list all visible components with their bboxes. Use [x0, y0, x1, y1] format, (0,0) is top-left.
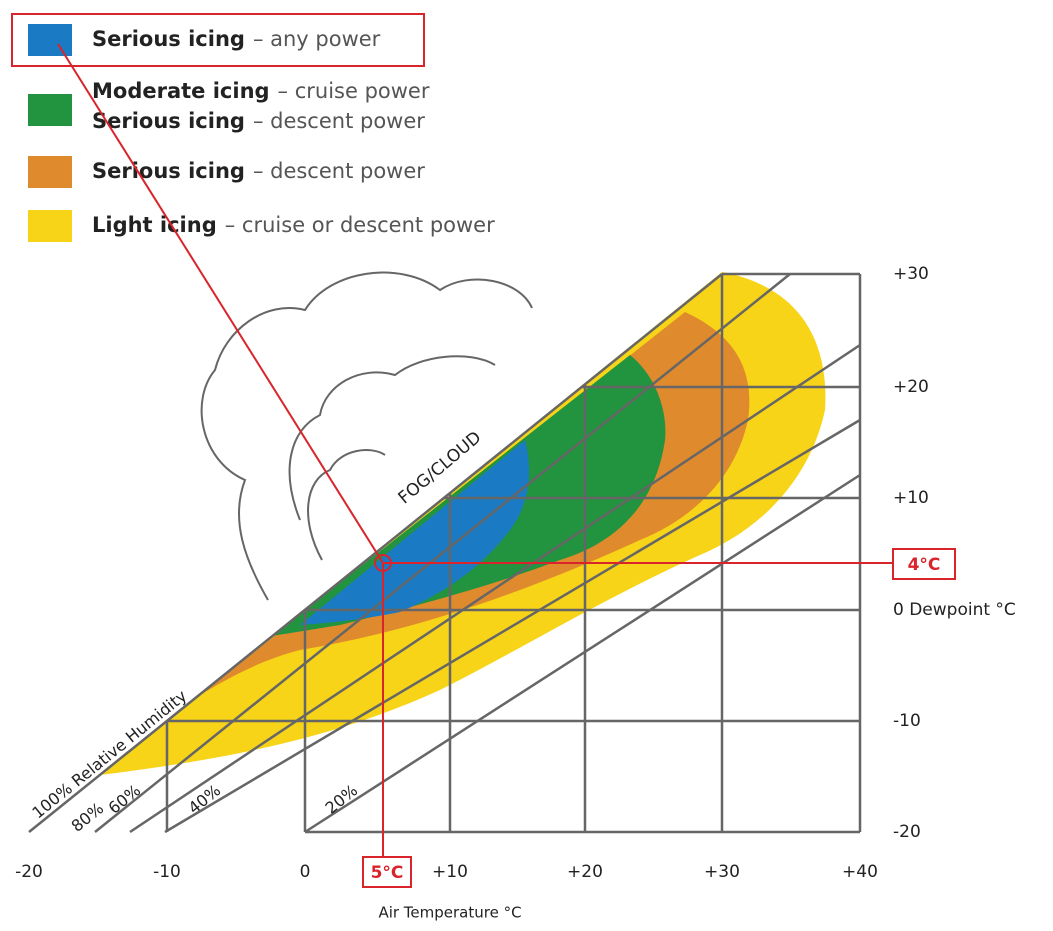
x-label: +10	[432, 862, 468, 882]
legend-text: Light icing – cruise or descent power	[92, 213, 495, 237]
legend-rest: – cruise or descent power	[225, 213, 495, 237]
icing-chart: Serious icing – any power Moderate icing – …	[0, 0, 1053, 927]
x-label: +40	[842, 862, 878, 882]
legend-bold: Serious icing	[92, 27, 245, 51]
y-label: +10	[893, 488, 929, 508]
legend-swatch	[28, 210, 72, 242]
y-label: +30	[893, 264, 929, 284]
humidity-label: 80%	[68, 799, 108, 836]
legend-rest: – cruise power	[278, 79, 430, 103]
x-label: -10	[153, 862, 181, 882]
legend-rest: – descent power	[253, 159, 425, 183]
y-label: +20	[893, 377, 929, 397]
dewpoint-marker: 4°C	[908, 555, 941, 575]
temperature-marker: 5°C	[371, 863, 404, 883]
legend-swatch	[28, 94, 72, 126]
legend-rest: – any power	[253, 27, 381, 51]
y-label: -10	[893, 711, 921, 731]
humidity-line	[130, 345, 860, 832]
x-label: +30	[704, 862, 740, 882]
x-label: +20	[567, 862, 603, 882]
legend-swatch	[28, 156, 72, 188]
humidity-label: 40%	[185, 781, 225, 818]
humidity-label: 20%	[322, 781, 362, 818]
x-label: 0	[300, 862, 311, 882]
legend-text: Serious icing – descent power	[92, 109, 425, 133]
legend-text: Serious icing – any power	[92, 27, 381, 51]
y-label: -20	[893, 822, 921, 842]
humidity-label: 60%	[105, 781, 145, 818]
legend-bold: Light icing	[92, 213, 217, 237]
legend-rest: – descent power	[253, 109, 425, 133]
y-label: 0 Dewpoint °C	[893, 600, 1016, 620]
legend-bold: Serious icing	[92, 109, 245, 133]
legend-swatch	[28, 24, 72, 56]
x-title: Air Temperature °C	[378, 904, 521, 922]
x-label: -20	[15, 862, 43, 882]
legend-bold: Moderate icing	[92, 79, 270, 103]
icing-regions	[100, 272, 825, 775]
legend-bold: Serious icing	[92, 159, 245, 183]
legend-text: Moderate icing – cruise power	[92, 79, 430, 103]
